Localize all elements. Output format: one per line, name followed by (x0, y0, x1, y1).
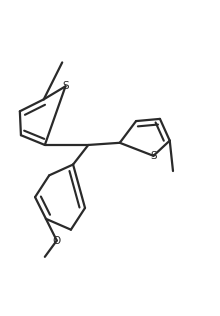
Text: S: S (62, 81, 69, 91)
Text: O: O (53, 235, 61, 246)
Text: S: S (150, 151, 157, 161)
